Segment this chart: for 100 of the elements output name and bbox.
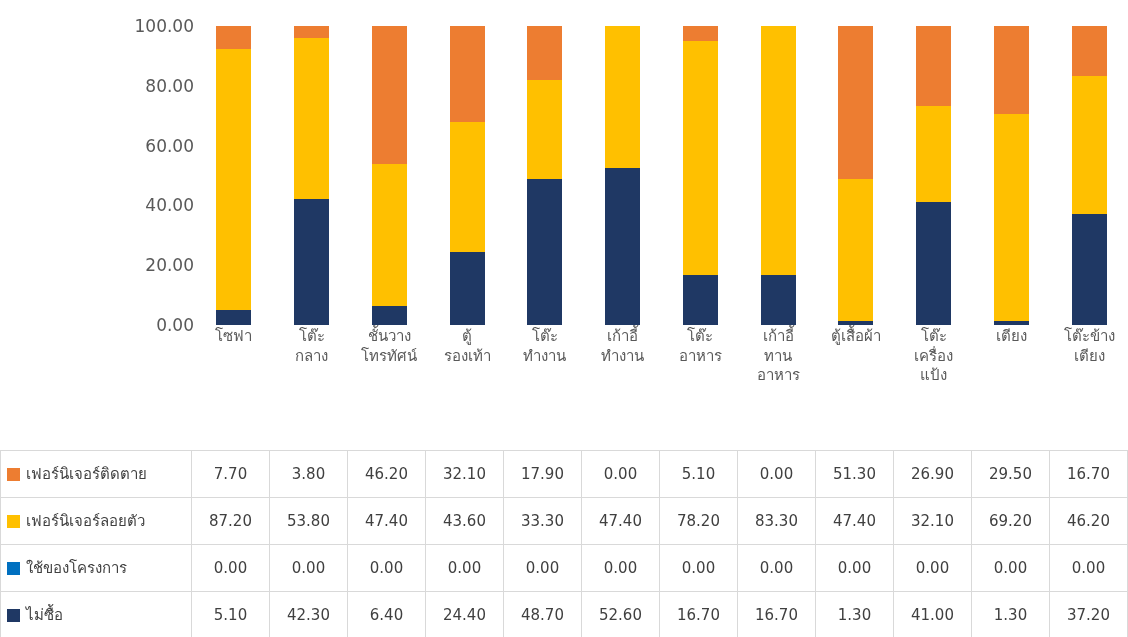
data-label: 0.00 — [581, 544, 660, 592]
data-label: 87.20 — [191, 497, 270, 545]
data-label: 0.00 — [347, 544, 426, 592]
x-tick-label: โซฟา — [215, 327, 253, 345]
data-label: 37.20 — [1049, 591, 1128, 637]
data-label: 0.00 — [893, 544, 972, 592]
bar — [527, 179, 563, 325]
bar — [294, 198, 330, 325]
data-label: 1.30 — [971, 591, 1050, 637]
bar — [760, 275, 796, 325]
data-label: 41.00 — [893, 591, 972, 637]
x-tick-label: ตู้ รองเท้า — [443, 327, 491, 365]
data-label: 17.90 — [503, 450, 582, 498]
data-label: 78.20 — [659, 497, 738, 545]
bar — [682, 41, 718, 276]
y-tick-label: 20.00 — [145, 255, 194, 276]
data-label: 69.20 — [971, 497, 1050, 545]
legend-label: ไม่ซื้อ — [26, 606, 63, 624]
data-label: 5.10 — [191, 591, 270, 637]
bar — [993, 114, 1029, 322]
bar — [1071, 213, 1107, 325]
data-label: 48.70 — [503, 591, 582, 637]
bar — [1071, 75, 1107, 214]
data-label: 6.40 — [347, 591, 426, 637]
bar — [605, 25, 641, 168]
bar — [527, 26, 563, 80]
bar — [993, 25, 1029, 115]
data-label: 42.30 — [269, 591, 348, 637]
bar — [216, 25, 252, 49]
legend-label: ใช้ของโครงการ — [26, 559, 127, 577]
data-label: 16.70 — [659, 591, 738, 637]
data-label: 3.80 — [269, 450, 348, 498]
data-label: 0.00 — [425, 544, 504, 592]
bar — [760, 25, 796, 276]
data-label: 0.00 — [1049, 544, 1128, 592]
data-label: 29.50 — [971, 450, 1050, 498]
bar — [371, 25, 407, 165]
bar — [216, 309, 252, 325]
bar — [916, 106, 952, 203]
y-tick-label: 100.00 — [134, 15, 194, 36]
data-label: 47.40 — [581, 497, 660, 545]
data-label: 0.00 — [737, 544, 816, 592]
data-label: 0.00 — [971, 544, 1050, 592]
data-label: 0.00 — [191, 544, 270, 592]
data-label: 0.00 — [737, 450, 816, 498]
bar — [838, 25, 874, 180]
bar — [916, 202, 952, 325]
x-tick-label: โต๊ะ กลาง — [295, 327, 329, 365]
data-label: 47.40 — [347, 497, 426, 545]
data-label: 7.70 — [191, 450, 270, 498]
bar — [605, 167, 641, 325]
data-label: 52.60 — [581, 591, 660, 637]
data-label: 53.80 — [269, 497, 348, 545]
data-label: 46.20 — [1049, 497, 1128, 545]
bar — [449, 252, 485, 325]
x-tick-label: เตียง — [995, 327, 1027, 345]
x-tick-label: ตู้เสื้อผ้า — [830, 325, 881, 345]
bar — [294, 37, 330, 199]
bar — [993, 321, 1029, 325]
x-tick-label: เก้าอี้ ทำงาน — [601, 325, 645, 365]
bar — [682, 275, 718, 325]
data-label: 46.20 — [347, 450, 426, 498]
bar — [449, 121, 485, 253]
x-tick-label: โต๊ะ เครื่อง แป้ง — [914, 327, 954, 384]
y-tick-label: 0.00 — [156, 314, 194, 335]
bar — [527, 79, 563, 180]
x-tick-label: เก้าอี้ ทาน อาหาร — [756, 325, 800, 384]
bar — [1071, 25, 1107, 76]
bar — [371, 164, 407, 306]
data-label: 0.00 — [659, 544, 738, 592]
x-tick-label: โต๊ะข้าง เตียง — [1063, 327, 1115, 365]
data-label: 26.90 — [893, 450, 972, 498]
bar — [294, 26, 330, 38]
data-label: 5.10 — [659, 450, 738, 498]
data-label: 32.10 — [893, 497, 972, 545]
y-tick-label: 40.00 — [145, 195, 194, 216]
legend-label: เฟอร์นิเจอร์ลอยตัว — [26, 512, 145, 530]
data-label: 16.70 — [737, 591, 816, 637]
bar — [838, 321, 874, 325]
data-label: 0.00 — [581, 450, 660, 498]
data-label: 32.10 — [425, 450, 504, 498]
bar — [916, 25, 952, 107]
y-tick-label: 80.00 — [145, 75, 194, 96]
data-label: 0.00 — [815, 544, 894, 592]
bar — [682, 25, 718, 42]
bar — [838, 179, 874, 322]
x-tick-label: โต๊ะ ทำงาน — [523, 327, 567, 365]
data-label: 16.70 — [1049, 450, 1128, 498]
x-tick-label: ชั้นวาง โทรทัศน์ — [361, 325, 418, 365]
data-label: 47.40 — [815, 497, 894, 545]
bar — [371, 305, 407, 325]
data-label: 43.60 — [425, 497, 504, 545]
x-tick-label: โต๊ะ อาหาร — [678, 327, 722, 365]
data-label: 51.30 — [815, 450, 894, 498]
data-label: 33.30 — [503, 497, 582, 545]
bar — [449, 25, 485, 122]
data-label: 0.00 — [269, 544, 348, 592]
legend-label: เฟอร์นิเจอร์ติดตาย — [26, 465, 147, 483]
bar — [216, 49, 252, 310]
data-label: 83.30 — [737, 497, 816, 545]
